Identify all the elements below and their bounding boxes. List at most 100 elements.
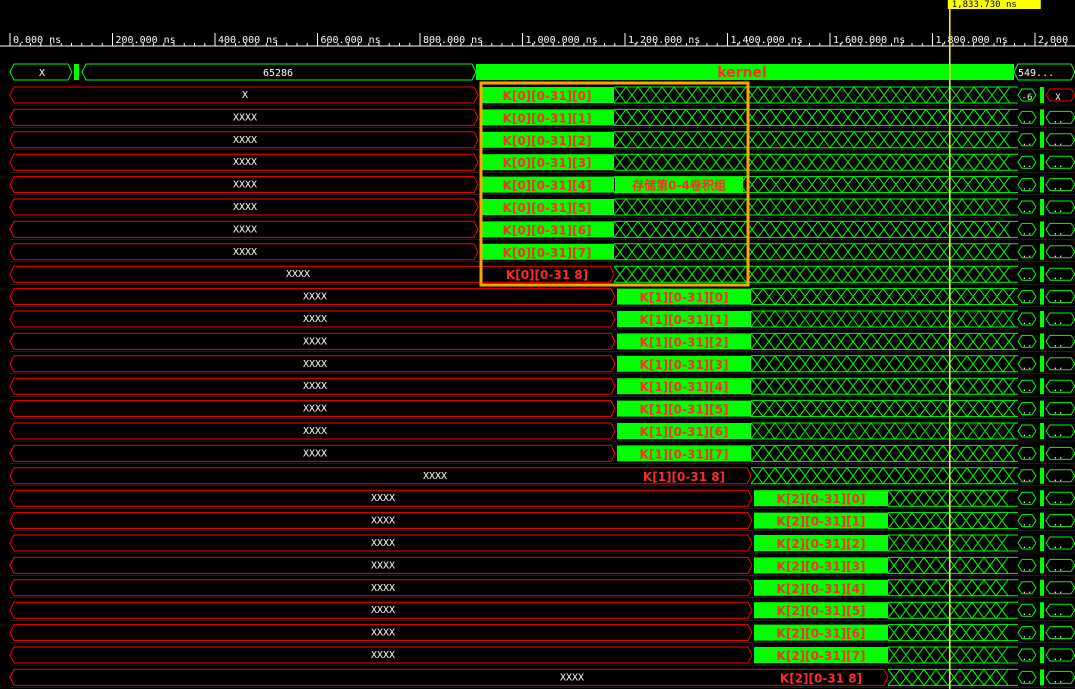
load-label-fill bbox=[754, 557, 888, 574]
value-transitions bbox=[887, 669, 1009, 686]
ellipsis-box bbox=[1017, 514, 1037, 528]
value-transitions bbox=[613, 131, 1011, 149]
end-value-label: .. bbox=[1053, 138, 1064, 148]
undefined-segment bbox=[9, 153, 479, 171]
undefined-value-label: XXXX bbox=[371, 493, 395, 504]
kernel-bus-fill bbox=[476, 64, 1014, 80]
end-value-label: .. bbox=[1053, 631, 1064, 641]
ellipsis-box bbox=[1017, 648, 1037, 662]
end-value-label: .. bbox=[1053, 407, 1064, 417]
ellipsis-box bbox=[1017, 88, 1037, 102]
end-box bbox=[1045, 491, 1075, 505]
value-transitions bbox=[613, 153, 1011, 171]
end-value-label: .. bbox=[1053, 272, 1064, 282]
load-label: K[1][0-31][2] bbox=[640, 335, 729, 349]
value-transitions bbox=[887, 624, 1009, 641]
end-green-marker bbox=[1040, 512, 1044, 529]
undefined-segment bbox=[9, 534, 753, 552]
undefined-value-label: XXXX bbox=[303, 314, 327, 325]
ellipsis-label: .. bbox=[1022, 586, 1033, 596]
ruler-tick-label: 1,400.000 ns bbox=[731, 35, 803, 46]
undefined-value-label: XXXX bbox=[233, 157, 257, 168]
load-label-fill bbox=[480, 199, 614, 215]
value-transitions bbox=[887, 579, 1009, 597]
load-label-last: K[2][0-31 8] bbox=[780, 671, 862, 685]
end-value-label: .. bbox=[1053, 519, 1064, 529]
undefined-segment bbox=[9, 198, 479, 216]
ellipsis-box bbox=[1017, 402, 1037, 416]
end-value-label: .. bbox=[1053, 474, 1064, 484]
ellipsis-box bbox=[1017, 110, 1037, 124]
ellipsis-box bbox=[1017, 155, 1037, 169]
undefined-segment bbox=[9, 601, 753, 619]
load-label: K[2][0-31][7] bbox=[777, 649, 866, 663]
value-transitions bbox=[613, 221, 1011, 238]
value-transitions bbox=[613, 86, 1011, 104]
end-value-label: .. bbox=[1053, 496, 1064, 506]
load-label: K[2][0-31][3] bbox=[777, 559, 866, 573]
load-label: K[0][0-31][0] bbox=[503, 89, 592, 103]
undefined-segment bbox=[9, 422, 616, 440]
end-box bbox=[1045, 110, 1075, 124]
ellipsis-box bbox=[1017, 312, 1037, 326]
ellipsis-box bbox=[1017, 536, 1037, 550]
ruler-tick-label: 2,000 bbox=[1038, 35, 1068, 46]
undefined-value-label: XXXX bbox=[233, 112, 257, 123]
load-label-fill bbox=[617, 400, 751, 417]
load-label-fill bbox=[617, 333, 751, 350]
load-label: K[0][0-31][6] bbox=[503, 223, 592, 237]
ellipsis-box bbox=[1017, 581, 1037, 595]
ellipsis-label: .. bbox=[1022, 227, 1033, 237]
ellipsis-label: .. bbox=[1022, 474, 1033, 484]
ellipsis-box bbox=[1017, 670, 1037, 684]
value-transitions bbox=[750, 310, 1016, 328]
undefined-segment bbox=[9, 243, 479, 261]
end-value-label: .. bbox=[1053, 429, 1064, 439]
load-label: K[0][0-31][1] bbox=[503, 111, 592, 125]
ellipsis-box bbox=[1017, 379, 1037, 393]
end-green-marker bbox=[1040, 669, 1044, 686]
undefined-segment bbox=[9, 668, 889, 686]
end-green-marker bbox=[1040, 221, 1044, 238]
end-green-marker bbox=[1040, 647, 1044, 663]
value-transitions bbox=[750, 422, 1016, 440]
value-transitions bbox=[750, 400, 1016, 417]
undefined-value-label: XXXX bbox=[371, 650, 395, 661]
end-green-marker bbox=[1040, 266, 1044, 283]
load-label-fill bbox=[617, 355, 751, 372]
end-green-marker bbox=[1040, 400, 1044, 417]
load-label: K[1][0-31][5] bbox=[640, 403, 729, 417]
value-transitions bbox=[750, 445, 1016, 462]
ellipsis-box bbox=[1017, 446, 1037, 460]
undefined-segment bbox=[9, 377, 616, 395]
ellipsis-box bbox=[1017, 267, 1037, 281]
load-label: K[2][0-31][5] bbox=[777, 604, 866, 618]
end-value-label: .. bbox=[1053, 362, 1064, 372]
ellipsis-label: -6 bbox=[1022, 93, 1033, 103]
undefined-segment bbox=[9, 86, 479, 104]
end-green-marker bbox=[1040, 176, 1044, 193]
end-green-marker bbox=[1040, 199, 1044, 215]
end-value-label: .. bbox=[1053, 339, 1064, 349]
load-label-fill bbox=[754, 535, 888, 551]
undefined-value-label: XXXX bbox=[303, 292, 327, 303]
ellipsis-box bbox=[1017, 133, 1037, 147]
end-value-label: .. bbox=[1053, 183, 1064, 193]
end-green-marker bbox=[1040, 490, 1044, 507]
end-value-label: .. bbox=[1053, 541, 1064, 551]
load-label: K[0][0-31][2] bbox=[503, 134, 592, 148]
end-box bbox=[1045, 334, 1075, 348]
time-ruler[interactable]: 0.000 ns 200.000 ns 400.000 ns 600.000 ns 80… bbox=[0, 0, 1075, 60]
load-label: K[1][0-31][4] bbox=[640, 380, 729, 394]
bus-right-segment bbox=[1013, 63, 1075, 81]
load-label-last: K[1][0-31 8] bbox=[643, 470, 725, 484]
load-label-fill bbox=[617, 311, 751, 327]
ellipsis-label: .. bbox=[1022, 317, 1033, 327]
load-label-fill bbox=[754, 624, 888, 641]
ruler-tick-label: 400.000 ns bbox=[218, 35, 278, 46]
ellipsis-label: .. bbox=[1022, 563, 1033, 573]
ruler-tick-label: 1,600.000 ns bbox=[833, 35, 905, 46]
bus-mid-value: 65286 bbox=[263, 68, 293, 79]
